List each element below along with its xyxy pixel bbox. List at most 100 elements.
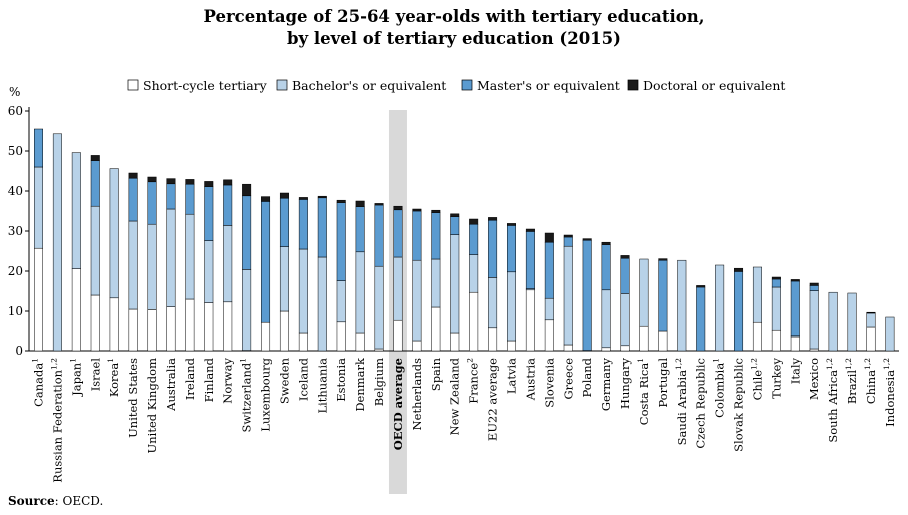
- bar-segment-bachelor: [393, 256, 403, 321]
- category-label: Indonesia1,2: [882, 358, 897, 427]
- category-label: United States: [126, 358, 140, 438]
- legend-label: Master's or equivalent: [477, 78, 620, 93]
- bar-segment-doctoral: [185, 179, 195, 185]
- category-label: Estonia: [334, 358, 348, 402]
- category-label: Switzerland1: [239, 358, 254, 432]
- bar-segment-bachelor: [90, 205, 100, 296]
- bar-segment-doctoral: [809, 282, 819, 286]
- chart-title-line1: Percentage of 25-64 year-olds with terti…: [203, 7, 705, 26]
- bar-segment-short-cycle: [525, 289, 535, 352]
- bar-segment-master: [450, 216, 460, 235]
- category-label: Greece: [561, 358, 575, 400]
- bar-segment-doctoral: [128, 172, 138, 179]
- bar-segment-short-cycle: [412, 340, 422, 352]
- category-label: Russian Federation1,2: [49, 358, 64, 483]
- bar-segment-bachelor: [317, 256, 327, 352]
- bar-segment-short-cycle: [752, 321, 762, 352]
- category-label: Italy: [788, 358, 802, 385]
- category-label: Saudi Arabia1,2: [674, 358, 689, 446]
- bar-segment-doctoral: [261, 196, 271, 202]
- legend-label: Short-cycle tertiary: [143, 78, 268, 93]
- category-label: Norway: [221, 358, 235, 404]
- bar-segment-master: [431, 212, 441, 260]
- bar-segment-master: [601, 244, 611, 291]
- bar-segment-bachelor: [809, 290, 819, 350]
- bar-segment-doctoral: [734, 267, 744, 272]
- bar-segment-master: [507, 225, 516, 273]
- category-label: Denmark: [353, 357, 367, 412]
- bar-segment-short-cycle: [658, 330, 668, 352]
- bar-segment-doctoral: [298, 197, 308, 200]
- category-label: Latvia: [505, 358, 519, 394]
- bar-segment-short-cycle: [355, 332, 365, 352]
- bar-segment-doctoral: [525, 228, 535, 232]
- bar-segment-bachelor: [34, 166, 43, 249]
- bar-segment-doctoral: [147, 176, 157, 183]
- chart-title-line2: by level of tertiary education (2015): [287, 29, 621, 48]
- bar-segment-short-cycle: [469, 291, 479, 352]
- bar-segment-bachelor: [885, 316, 895, 352]
- category-label: Poland: [580, 357, 594, 397]
- bar-segment-bachelor: [374, 265, 384, 350]
- bar-segment-master: [412, 210, 422, 261]
- bar-segment-master: [374, 204, 384, 267]
- legend-swatch: [127, 79, 139, 91]
- bar-segment-master: [336, 202, 346, 281]
- category-label: Finland: [202, 357, 216, 402]
- bar-segment-short-cycle: [166, 306, 176, 352]
- bar-segment-doctoral: [582, 238, 592, 241]
- bar-segment-short-cycle: [71, 268, 81, 352]
- bar-segment-doctoral: [790, 279, 800, 282]
- bar-segment-doctoral: [223, 179, 233, 186]
- category-label: United Kingdom: [145, 358, 159, 454]
- bar-segment-doctoral: [601, 241, 611, 245]
- bar-segment-master: [658, 259, 668, 332]
- category-label: Luxembourg: [259, 357, 273, 431]
- category-label: Costa Rica1: [636, 358, 651, 425]
- category-label: Slovenia: [542, 358, 556, 408]
- bar-segment-doctoral: [279, 192, 289, 199]
- bar-segment-doctoral: [544, 232, 554, 243]
- bar-segment-doctoral: [336, 199, 346, 203]
- bar-segment-master: [582, 239, 592, 351]
- bar-segment-short-cycle: [809, 348, 819, 352]
- bar-segment-master: [355, 206, 365, 253]
- bar-segment-bachelor: [847, 292, 857, 352]
- bar-segment-doctoral: [374, 203, 384, 206]
- bar-segment-short-cycle: [790, 336, 800, 352]
- category-label: Germany: [599, 357, 613, 411]
- bar-segment-master: [298, 199, 308, 250]
- bar-segment-bachelor: [771, 286, 781, 331]
- bar-segment-master: [771, 278, 781, 288]
- bar-segment-master: [488, 219, 498, 278]
- legend: Short-cycle tertiary Bachelor's or equiva…: [127, 78, 785, 93]
- category-label: France2: [466, 358, 481, 404]
- bar-segment-bachelor: [828, 291, 838, 352]
- bar-segment-short-cycle: [298, 332, 308, 352]
- bar-segment-short-cycle: [620, 345, 630, 352]
- y-tick-label: 10: [8, 304, 23, 318]
- category-footnote: 1: [68, 358, 77, 363]
- bar-segment-master: [696, 286, 706, 352]
- category-label: Canada1: [31, 358, 46, 407]
- bar-segment-master: [809, 285, 819, 291]
- bar-segment-doctoral: [488, 217, 498, 221]
- bar-segment-bachelor: [639, 258, 649, 327]
- category-label: Colombia1: [712, 358, 727, 418]
- legend-swatch: [627, 79, 639, 91]
- category-footnote: 1: [712, 358, 721, 363]
- category-label: Ireland: [183, 357, 197, 400]
- category-footnote: 1,2: [49, 358, 58, 370]
- bar-segment-master: [620, 257, 630, 294]
- bar-segment-doctoral: [658, 258, 668, 261]
- bar-segment-short-cycle: [866, 326, 876, 352]
- category-label: Mexico: [807, 358, 821, 400]
- bar-segment-short-cycle: [34, 247, 43, 352]
- category-footnote: 1: [106, 358, 115, 363]
- bar-segment-doctoral: [431, 209, 441, 213]
- category-footnote: 1,2: [844, 358, 853, 370]
- y-tick-label: 0: [15, 344, 23, 358]
- category-label: Lithuania: [315, 358, 329, 414]
- bar-segment-short-cycle: [223, 301, 233, 352]
